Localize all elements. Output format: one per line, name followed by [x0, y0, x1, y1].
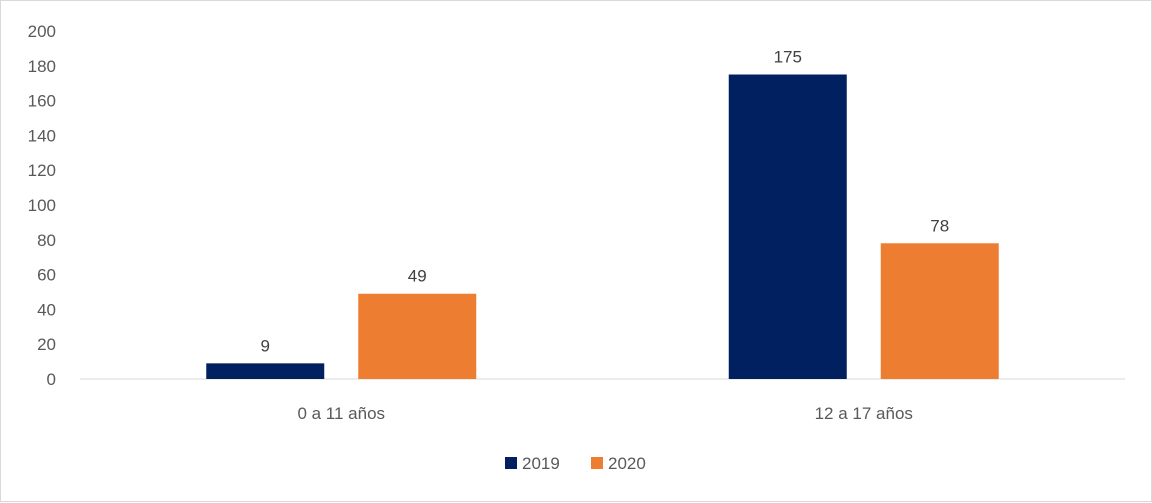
- bar-2020-0: [358, 293, 477, 379]
- y-tick-label: 20: [37, 335, 56, 354]
- y-tick-label: 80: [37, 231, 56, 250]
- data-labels-group: 9 49 175 78: [261, 48, 950, 356]
- data-label: 49: [408, 267, 427, 286]
- category-label: 12 a 17 años: [815, 404, 913, 423]
- y-tick-label: 0: [47, 370, 56, 389]
- y-tick-label: 60: [37, 266, 56, 285]
- legend: 2019 2020: [505, 454, 646, 473]
- data-label: 9: [261, 336, 270, 355]
- y-tick-label: 100: [28, 196, 56, 215]
- category-labels: 0 a 11 años 12 a 17 años: [297, 404, 912, 423]
- data-label: 78: [930, 216, 949, 235]
- bar-2019-1: [728, 74, 847, 379]
- y-tick-label: 140: [28, 126, 56, 145]
- data-label: 175: [774, 48, 802, 67]
- y-tick-label: 200: [28, 22, 56, 41]
- y-tick-label: 40: [37, 300, 56, 319]
- y-tick-label: 180: [28, 57, 56, 76]
- bars-group: [206, 74, 999, 379]
- bar-2019-0: [206, 363, 325, 379]
- y-axis-ticks: 0 20 40 60 80 100 120 140 160 180 200: [28, 22, 56, 389]
- legend-label: 2020: [608, 454, 646, 473]
- y-tick-label: 120: [28, 161, 56, 180]
- category-label: 0 a 11 años: [297, 404, 385, 423]
- legend-swatch-2020: [591, 457, 603, 469]
- legend-label: 2019: [522, 454, 560, 473]
- y-tick-label: 160: [28, 92, 56, 111]
- bar-2020-1: [880, 243, 999, 379]
- legend-swatch-2019: [505, 457, 517, 469]
